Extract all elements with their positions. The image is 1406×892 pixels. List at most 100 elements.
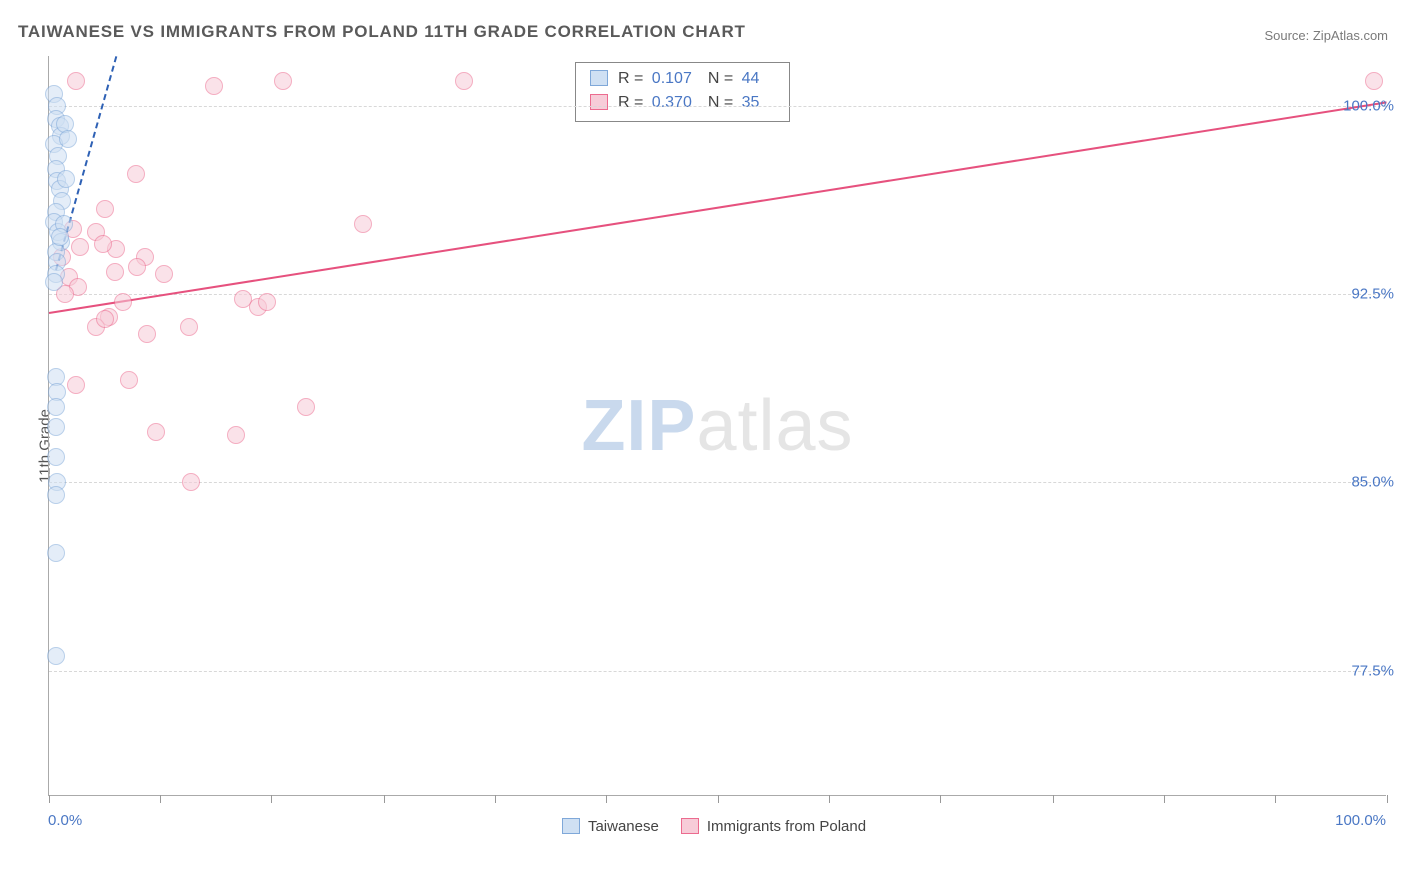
- poland-point: [227, 426, 245, 444]
- poland-point: [127, 165, 145, 183]
- poland-point: [297, 398, 315, 416]
- poland-point: [249, 298, 267, 316]
- taiwanese-trendline: [55, 57, 117, 271]
- poland-point: [96, 200, 114, 218]
- taiwanese-point: [48, 383, 66, 401]
- x-tick: [829, 795, 830, 803]
- taiwanese-point: [47, 647, 65, 665]
- taiwanese-point: [45, 85, 63, 103]
- poland-point: [128, 258, 146, 276]
- poland-point: [53, 248, 71, 266]
- x-tick: [1164, 795, 1165, 803]
- poland-point: [60, 268, 78, 286]
- legend-swatch: [590, 70, 608, 86]
- x-tick: [718, 795, 719, 803]
- poland-point: [182, 473, 200, 491]
- x-tick: [1387, 795, 1388, 803]
- legend-swatch: [590, 94, 608, 110]
- plot-area: ZIPatlas R = 0.107N = 44R = 0.370N = 35: [48, 56, 1386, 796]
- taiwanese-point: [49, 147, 67, 165]
- stat-r-value: 0.370: [652, 94, 692, 111]
- poland-point: [354, 215, 372, 233]
- taiwanese-point: [47, 448, 65, 466]
- taiwanese-point: [59, 130, 77, 148]
- gridline: [49, 482, 1386, 483]
- poland-trendline: [49, 101, 1387, 314]
- chart-title: TAIWANESE VS IMMIGRANTS FROM POLAND 11TH…: [18, 22, 746, 42]
- x-tick: [1275, 795, 1276, 803]
- x-tick: [271, 795, 272, 803]
- poland-point: [106, 263, 124, 281]
- poland-point: [136, 248, 154, 266]
- legend-label: Taiwanese: [588, 818, 659, 835]
- poland-point: [87, 318, 105, 336]
- taiwanese-point: [45, 213, 63, 231]
- legend-swatch: [562, 818, 580, 834]
- taiwanese-point: [57, 170, 75, 188]
- poland-point: [94, 235, 112, 253]
- taiwanese-point: [48, 473, 66, 491]
- stat-n-label: N =: [708, 70, 733, 87]
- poland-point: [67, 376, 85, 394]
- x-tick: [940, 795, 941, 803]
- stat-n-label: N =: [708, 94, 733, 111]
- legend-swatch: [681, 818, 699, 834]
- y-tick-label: 100.0%: [1343, 98, 1394, 115]
- taiwanese-point: [48, 172, 66, 190]
- taiwanese-point: [47, 486, 65, 504]
- legend: Taiwanese Immigrants from Poland: [0, 818, 1406, 835]
- taiwanese-point: [53, 192, 71, 210]
- poland-point: [100, 308, 118, 326]
- y-tick-label: 92.5%: [1351, 286, 1394, 303]
- watermark: ZIPatlas: [581, 385, 853, 467]
- correlation-chart: TAIWANESE VS IMMIGRANTS FROM POLAND 11TH…: [0, 0, 1406, 892]
- stats-row: R = 0.370N = 35: [590, 91, 775, 115]
- source-attribution: Source: ZipAtlas.com: [1264, 28, 1388, 43]
- y-tick-label: 85.0%: [1351, 474, 1394, 491]
- taiwanese-point: [47, 265, 65, 283]
- stat-n-value: 44: [742, 70, 760, 87]
- x-tick: [160, 795, 161, 803]
- x-tick-label: 0.0%: [48, 812, 82, 829]
- taiwanese-point: [52, 233, 70, 251]
- taiwanese-point: [55, 215, 73, 233]
- poland-point: [71, 238, 89, 256]
- taiwanese-point: [45, 273, 63, 291]
- x-tick: [49, 795, 50, 803]
- taiwanese-point: [52, 127, 70, 145]
- x-tick: [384, 795, 385, 803]
- poland-point: [87, 223, 105, 241]
- taiwanese-point: [56, 115, 74, 133]
- poland-point: [64, 220, 82, 238]
- poland-point: [455, 72, 473, 90]
- taiwanese-point: [47, 203, 65, 221]
- stat-r-label: R =: [618, 70, 643, 87]
- x-tick-label: 100.0%: [1335, 812, 1386, 829]
- stat-r-value: 0.107: [652, 70, 692, 87]
- stats-row: R = 0.107 N = 44: [590, 67, 775, 91]
- poland-point: [107, 240, 125, 258]
- x-tick: [1053, 795, 1054, 803]
- gridline: [49, 671, 1386, 672]
- poland-point: [69, 278, 87, 296]
- taiwanese-point: [48, 97, 66, 115]
- taiwanese-point: [49, 223, 67, 241]
- poland-point: [234, 290, 252, 308]
- taiwanese-point: [51, 117, 69, 135]
- taiwanese-point: [48, 253, 66, 271]
- stat-r-label: R =: [618, 94, 643, 111]
- taiwanese-point: [47, 243, 65, 261]
- taiwanese-point: [47, 418, 65, 436]
- watermark-bold: ZIP: [581, 386, 696, 466]
- taiwanese-point: [51, 228, 69, 246]
- poland-point: [96, 310, 114, 328]
- poland-point: [180, 318, 198, 336]
- poland-point: [274, 72, 292, 90]
- poland-point: [155, 265, 173, 283]
- taiwanese-point: [45, 135, 63, 153]
- poland-point: [114, 293, 132, 311]
- legend-label: Immigrants from Poland: [707, 818, 866, 835]
- correlation-stats-box: R = 0.107N = 44R = 0.370N = 35: [575, 62, 790, 122]
- y-tick-label: 77.5%: [1351, 662, 1394, 679]
- poland-point: [258, 293, 276, 311]
